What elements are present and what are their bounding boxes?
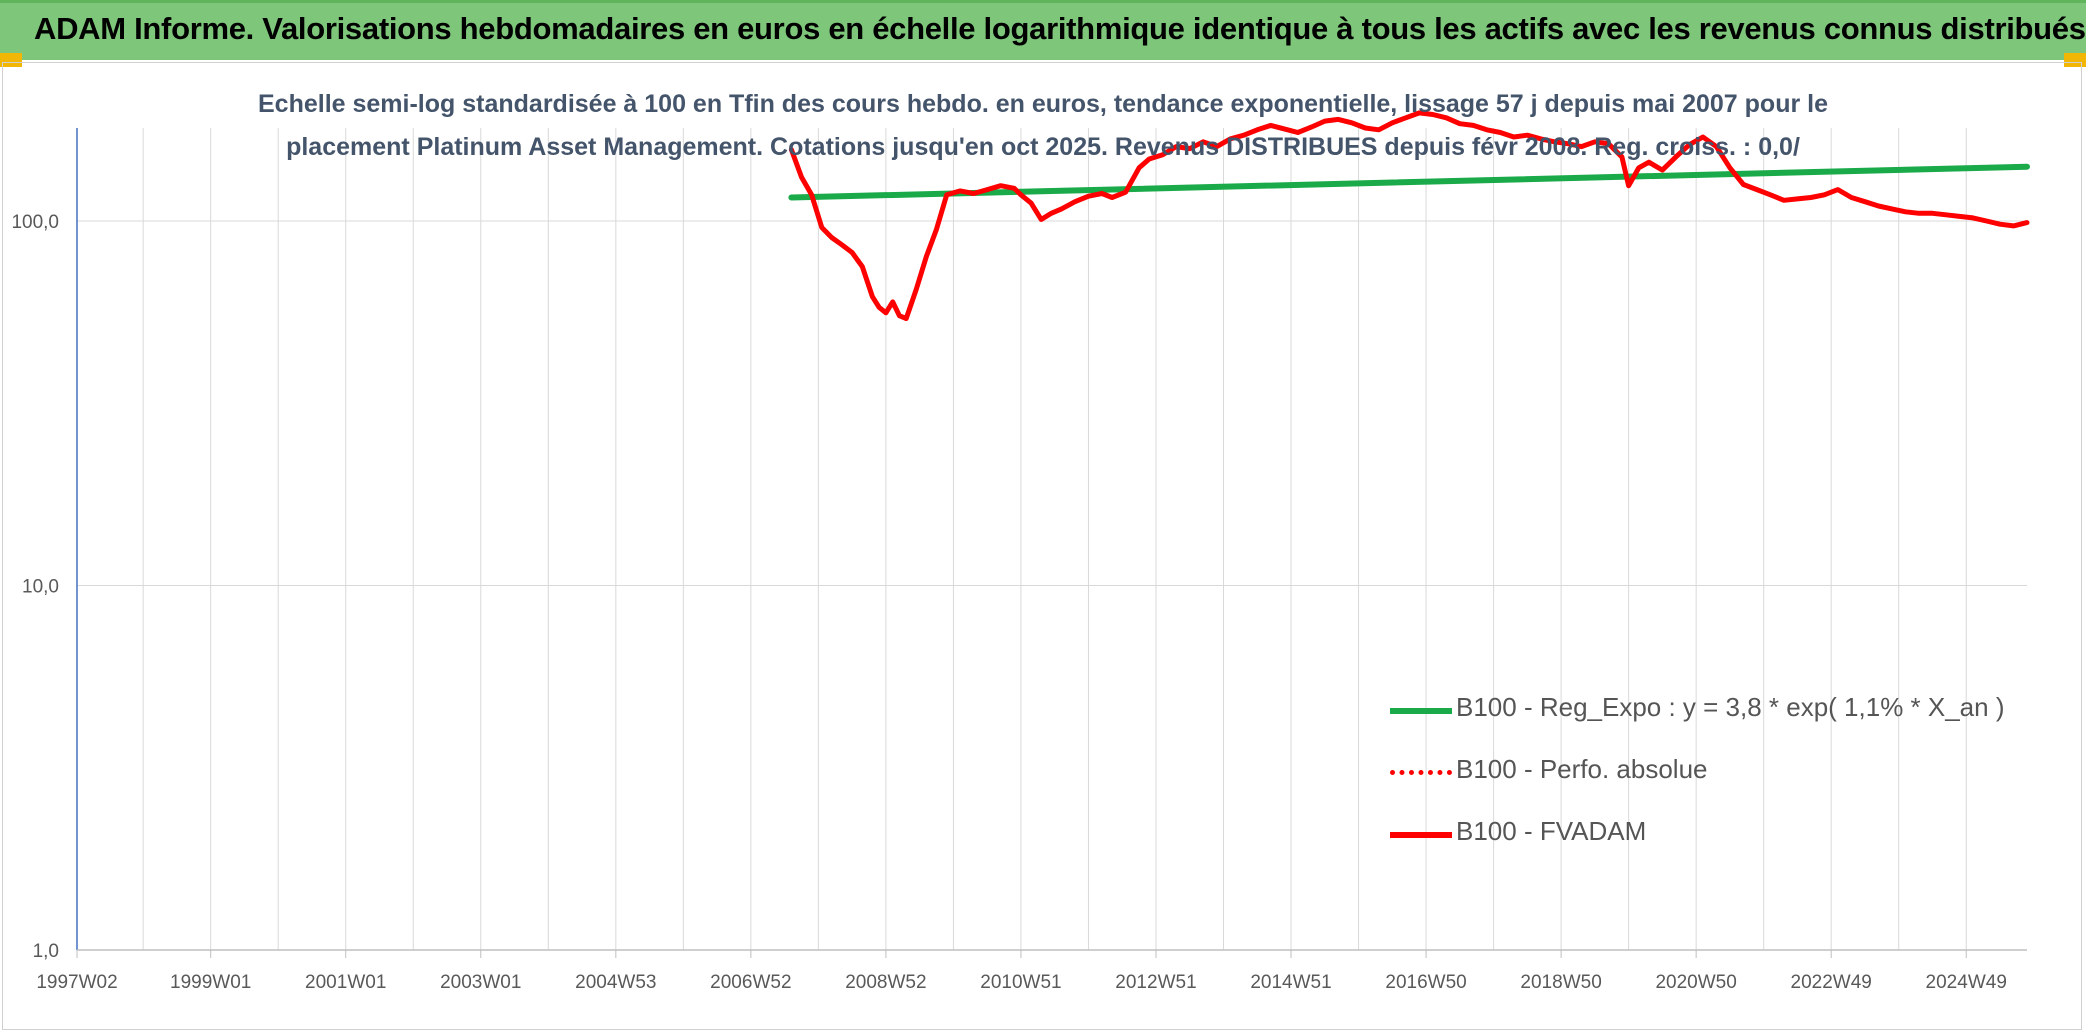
banner-tab-right xyxy=(2064,53,2086,67)
legend-swatch-green xyxy=(1390,708,1452,714)
x-tick-label: 2003W01 xyxy=(440,972,521,993)
chart-frame xyxy=(2,62,2082,1030)
banner-title: ADAM Informe. Valorisations hebdomadaire… xyxy=(34,11,2086,46)
x-tick-label: 1997W02 xyxy=(36,972,117,993)
x-tick-label: 2001W01 xyxy=(305,972,386,993)
y-tick-label: 1,0 xyxy=(33,941,59,962)
x-tick-label: 2014W51 xyxy=(1250,972,1331,993)
legend-label-reg-expo: B100 - Reg_Expo : y = 3,8 * exp( 1,1% * … xyxy=(1456,692,2005,722)
legend-label-fvadam: B100 - FVADAM xyxy=(1456,816,1647,846)
report-banner: ADAM Informe. Valorisations hebdomadaire… xyxy=(0,0,2086,67)
banner-tab-left xyxy=(0,53,22,67)
legend-swatch-red xyxy=(1390,832,1452,838)
chart-title-line-1: Echelle semi-log standardisée à 100 en T… xyxy=(258,90,1828,118)
x-tick-label: 1999W01 xyxy=(170,972,251,993)
series-line-2 xyxy=(788,110,2030,322)
legend-label-perfo: B100 - Perfo. absolue xyxy=(1456,754,1708,784)
x-tick-label: 2018W50 xyxy=(1520,972,1601,993)
x-tick-label: 2012W51 xyxy=(1115,972,1196,993)
x-tick-label: 2020W50 xyxy=(1655,972,1736,993)
y-tick-label: 10,0 xyxy=(22,577,59,598)
x-tick-label: 2022W49 xyxy=(1791,972,1872,993)
series-line-0 xyxy=(788,163,2030,201)
x-tick-label: 2010W51 xyxy=(980,972,1061,993)
x-tick-label: 2024W49 xyxy=(1926,972,2007,993)
y-tick-label: 100,0 xyxy=(11,212,59,233)
x-tick-label: 2004W53 xyxy=(575,972,656,993)
legend-swatch-dotted-red xyxy=(1390,770,1452,775)
x-tick-label: 2008W52 xyxy=(845,972,926,993)
x-tick-label: 2016W50 xyxy=(1385,972,1466,993)
x-tick-label: 2006W52 xyxy=(710,972,791,993)
chart-title-line-2: placement Platinum Asset Management. Cot… xyxy=(286,133,1800,161)
